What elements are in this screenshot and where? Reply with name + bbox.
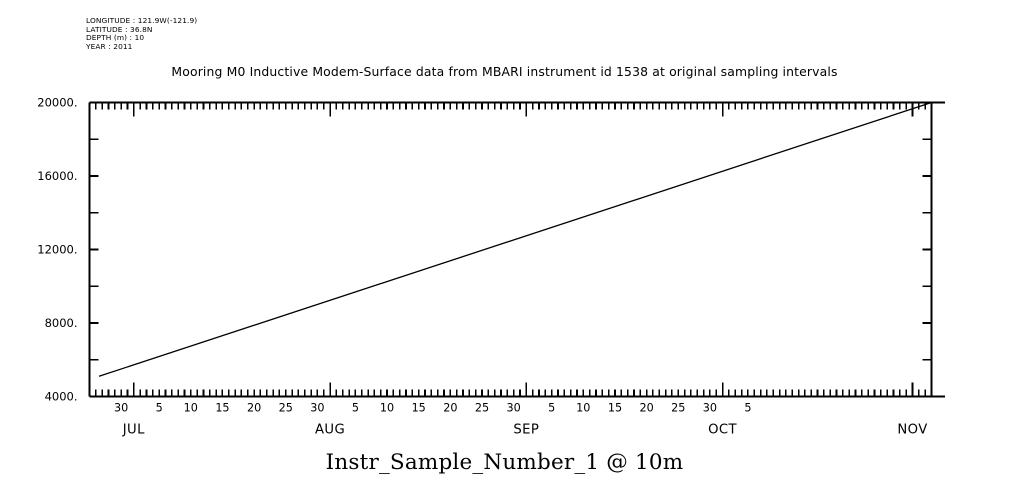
svg-text:25: 25 <box>671 402 685 415</box>
y-axis-labels: 4000. 8000. 12000. 16000. 20000. <box>37 96 77 404</box>
svg-text:10: 10 <box>184 402 198 415</box>
svg-text:5: 5 <box>744 402 751 415</box>
svg-text:SEP: SEP <box>513 423 539 438</box>
svg-text:16000.: 16000. <box>37 169 77 183</box>
svg-text:15: 15 <box>412 402 426 415</box>
y-axis-ticks <box>89 101 932 398</box>
svg-text:4000.: 4000. <box>45 390 78 404</box>
svg-text:5: 5 <box>352 402 359 415</box>
svg-text:10: 10 <box>380 402 394 415</box>
svg-text:NOV: NOV <box>897 423 927 438</box>
svg-text:AUG: AUG <box>315 423 345 438</box>
chart-title: Mooring M0 Inductive Modem-Surface data … <box>171 64 838 79</box>
svg-text:8000.: 8000. <box>45 316 78 330</box>
station-metadata: LONGITUDE : 121.9W(-121.9) LATITUDE : 36… <box>86 16 198 51</box>
x-axis-labels: 30 5 10 15 20 25 30 5 10 15 20 25 30 5 10 15 20 25 30 5 <box>114 402 751 415</box>
metadata-depth: DEPTH (m) : 10 <box>86 33 145 43</box>
svg-text:5: 5 <box>156 402 163 415</box>
svg-text:12000.: 12000. <box>37 243 77 257</box>
svg-text:10: 10 <box>576 402 590 415</box>
data-series-line <box>98 101 932 377</box>
metadata-year: YEAR : 2011 <box>86 41 133 51</box>
x-axis-ticks <box>88 102 933 397</box>
svg-text:5: 5 <box>548 402 555 415</box>
svg-text:30: 30 <box>114 402 128 415</box>
svg-text:15: 15 <box>608 402 622 415</box>
svg-text:30: 30 <box>507 402 521 415</box>
svg-text:20: 20 <box>247 402 261 415</box>
svg-text:20: 20 <box>639 402 653 415</box>
metadata-latitude: LATITUDE : 36.8N <box>86 24 153 34</box>
svg-text:20000.: 20000. <box>37 96 77 110</box>
svg-text:OCT: OCT <box>708 423 737 438</box>
metadata-longitude: LONGITUDE : 121.9W(-121.9) <box>86 16 198 25</box>
svg-text:20: 20 <box>443 402 457 415</box>
svg-text:25: 25 <box>475 402 489 415</box>
svg-text:30: 30 <box>703 402 717 415</box>
bottom-caption: Instr_Sample_Number_1 @ 10m <box>325 450 684 475</box>
svg-text:30: 30 <box>310 402 324 415</box>
month-labels: JUL AUG SEP OCT NOV <box>122 423 927 438</box>
svg-text:JUL: JUL <box>122 423 145 438</box>
svg-text:25: 25 <box>279 402 293 415</box>
svg-text:15: 15 <box>215 402 229 415</box>
axis-frame <box>88 101 945 398</box>
